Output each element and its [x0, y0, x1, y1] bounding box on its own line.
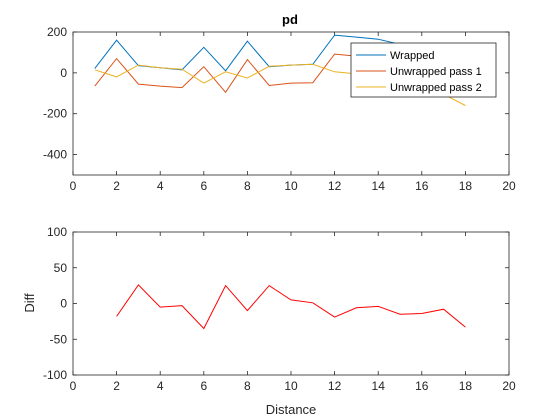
x-tick-label: 4	[157, 179, 164, 193]
series-line-0	[116, 284, 466, 330]
x-tick-label: 14	[372, 179, 386, 193]
x-tick-label: 12	[328, 379, 342, 393]
legend-label-1: Unwrapped pass 1	[390, 66, 482, 78]
y-tick-label: 0	[60, 66, 67, 80]
x-tick-label: 18	[459, 379, 473, 393]
top-plot: pd 0 2 4 6 8 10 12 14 16 18 20 -400 -200 0 200 Wrapped…	[43, 12, 516, 193]
x-tick-label: 8	[244, 379, 251, 393]
y-tick-label: 200	[47, 25, 67, 39]
x-tick-label: 10	[284, 179, 298, 193]
y-tick-label: -200	[43, 107, 67, 121]
y-axis-label: Diff	[22, 293, 37, 313]
y-tick-label: -400	[43, 148, 67, 162]
x-tick-label: 20	[502, 179, 516, 193]
y-tick-label: -100	[43, 368, 67, 382]
y-tick-label: 50	[54, 261, 68, 275]
legend: Wrapped Unwrapped pass 1 Unwrapped pass 2	[350, 42, 497, 98]
x-tick-label: 4	[157, 379, 164, 393]
x-tick-label: 18	[459, 179, 473, 193]
x-tick-label: 10	[284, 379, 298, 393]
x-tick-label: 2	[113, 379, 120, 393]
x-tick-label: 20	[502, 379, 516, 393]
legend-box	[350, 42, 497, 98]
x-tick-label: 8	[244, 179, 251, 193]
legend-label-2: Unwrapped pass 2	[390, 82, 482, 94]
x-tick-label: 16	[415, 179, 429, 193]
y-tick-label: -50	[50, 332, 68, 346]
x-tick-label: 12	[328, 179, 342, 193]
x-tick-label: 0	[70, 179, 77, 193]
y-tick-label: 0	[60, 297, 67, 311]
x-axis-label: Distance	[266, 402, 317, 417]
x-tick-label: 6	[200, 179, 207, 193]
chart-title: pd	[282, 12, 298, 27]
bottom-plot-frame	[72, 231, 510, 376]
x-tick-label: 14	[372, 379, 386, 393]
x-tick-label: 2	[113, 179, 120, 193]
x-tick-label: 16	[415, 379, 429, 393]
x-tick-label: 0	[70, 379, 77, 393]
x-tick-label: 6	[200, 379, 207, 393]
legend-label-0: Wrapped	[390, 50, 434, 62]
y-tick-label: 100	[47, 225, 67, 239]
